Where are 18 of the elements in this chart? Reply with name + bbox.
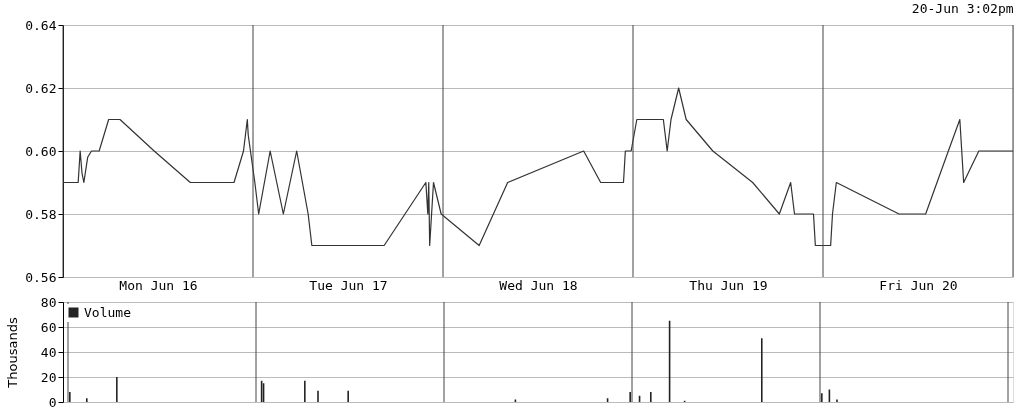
y-tick-label: 0.60 (25, 143, 57, 159)
y-tick-label: 0.64 (25, 17, 57, 33)
legend-label: Volume (84, 304, 132, 320)
y-axis-title: Thousands (4, 317, 20, 389)
y-tick-label: 0.56 (25, 269, 57, 285)
x-tick-label: Thu Jun 19 (689, 277, 768, 293)
x-tick-label: Wed Jun 18 (499, 277, 578, 293)
x-tick-label: Mon Jun 16 (119, 277, 198, 293)
y-tick-label: 40 (40, 344, 57, 360)
y-tick-label: 80 (40, 294, 57, 310)
chart-subtitle: 20-Jun 3:02pm (911, 1, 1014, 16)
y-tick-label: 0.58 (25, 206, 57, 222)
x-tick-label: Fri Jun 20 (879, 277, 958, 293)
y-tick-label: 0.62 (25, 80, 57, 96)
y-tick-label: 60 (40, 319, 57, 335)
y-tick-label: 20 (40, 369, 57, 385)
y-tick-label: 0 (48, 394, 57, 410)
x-tick-label: Tue Jun 17 (309, 277, 388, 293)
